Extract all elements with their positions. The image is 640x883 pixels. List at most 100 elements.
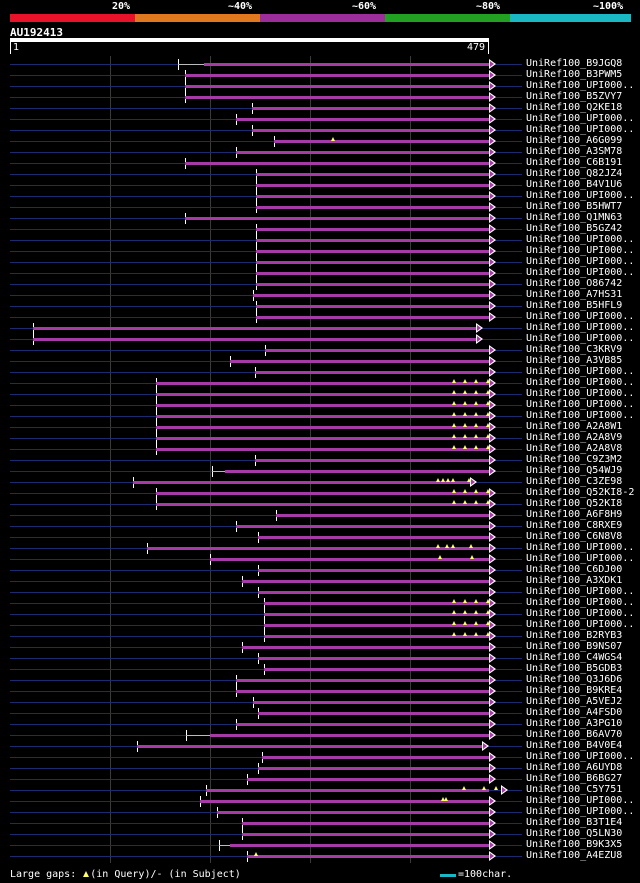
hit-alignment-bar[interactable]	[33, 338, 476, 341]
hit-name-link[interactable]: UniRef100_B9NS07	[526, 641, 623, 652]
hit-alignment-bar[interactable]	[252, 107, 489, 110]
hit-row[interactable]: UniRef100_Q2KE18	[0, 102, 640, 114]
hit-name-link[interactable]: UniRef100_Q52KI8-2	[526, 487, 635, 498]
hit-alignment-bar[interactable]	[156, 492, 489, 495]
hit-alignment-bar[interactable]	[258, 767, 489, 770]
hit-alignment-bar[interactable]	[236, 118, 489, 121]
hit-row[interactable]: UniRef100_A6F8H9	[0, 509, 640, 521]
hit-name-link[interactable]: UniRef100_B5HFL9	[526, 300, 623, 311]
hit-name-link[interactable]: UniRef100_Q3J6D6	[526, 674, 623, 685]
hit-name-link[interactable]: UniRef100_A4EZU8	[526, 850, 623, 861]
hit-alignment-bar[interactable]	[256, 195, 489, 198]
hit-alignment-bar[interactable]	[236, 151, 489, 154]
hit-name-link[interactable]: UniRef100_UPI000..	[526, 311, 635, 322]
hit-name-link[interactable]: UniRef100_A2A8V8	[526, 443, 623, 454]
hit-row[interactable]: UniRef100_C3ZE98	[0, 476, 640, 488]
hit-name-link[interactable]: UniRef100_A3PG10	[526, 718, 623, 729]
hit-alignment-bar[interactable]	[255, 371, 489, 374]
hit-name-link[interactable]: UniRef100_C3KRV9	[526, 344, 623, 355]
hit-alignment-bar[interactable]	[256, 261, 489, 264]
hit-row[interactable]: UniRef100_O86742	[0, 278, 640, 290]
hit-alignment-bar[interactable]	[242, 822, 489, 825]
hit-alignment-bar[interactable]	[264, 624, 489, 627]
hit-alignment-bar[interactable]	[236, 679, 489, 682]
hit-row[interactable]: UniRef100_A3VB85	[0, 355, 640, 367]
hit-alignment-bar[interactable]	[253, 294, 489, 297]
hit-name-link[interactable]: UniRef100_B9JGQ8	[526, 58, 623, 69]
hit-row[interactable]: UniRef100_UPI000..	[0, 410, 640, 422]
hit-row[interactable]: UniRef100_C6N8V8	[0, 531, 640, 543]
hit-name-link[interactable]: UniRef100_A2A8W1	[526, 421, 623, 432]
hit-name-link[interactable]: UniRef100_B9KRE4	[526, 685, 623, 696]
hit-name-link[interactable]: UniRef100_A3VB85	[526, 355, 623, 366]
hit-alignment-bar[interactable]	[210, 558, 489, 561]
hit-name-link[interactable]: UniRef100_B3T1E4	[526, 817, 623, 828]
hit-row[interactable]: UniRef100_B4V0E4	[0, 740, 640, 752]
hit-name-link[interactable]: UniRef100_UPI000..	[526, 245, 635, 256]
hit-row[interactable]: UniRef100_B2RYB3	[0, 630, 640, 642]
hit-name-link[interactable]: UniRef100_UPI000..	[526, 619, 635, 630]
hit-alignment-bar[interactable]	[256, 173, 489, 176]
hit-name-link[interactable]: UniRef100_UPI000..	[526, 366, 635, 377]
hit-row[interactable]: UniRef100_UPI000..	[0, 333, 640, 345]
hit-alignment-bar[interactable]	[264, 635, 489, 638]
hit-row[interactable]: UniRef100_B3PWM5	[0, 69, 640, 81]
hit-name-link[interactable]: UniRef100_A4FSD0	[526, 707, 623, 718]
hit-name-link[interactable]: UniRef100_UPI000..	[526, 377, 635, 388]
hit-row[interactable]: UniRef100_A5VEJ2	[0, 696, 640, 708]
hit-alignment-bar[interactable]	[156, 404, 489, 407]
hit-alignment-bar[interactable]	[264, 602, 489, 605]
hit-name-link[interactable]: UniRef100_Q1MN63	[526, 212, 623, 223]
hit-alignment-bar[interactable]	[156, 426, 489, 429]
hit-row[interactable]: UniRef100_A2A8V8	[0, 443, 640, 455]
hit-alignment-bar[interactable]	[256, 250, 489, 253]
hit-alignment-bar[interactable]	[256, 283, 489, 286]
hit-row[interactable]: UniRef100_A3XDK1	[0, 575, 640, 587]
hit-row[interactable]: UniRef100_UPI000..	[0, 795, 640, 807]
hit-alignment-bar[interactable]	[258, 569, 489, 572]
hit-row[interactable]: UniRef100_B9NS07	[0, 641, 640, 653]
hit-alignment-bar[interactable]	[230, 844, 489, 847]
hit-row[interactable]: UniRef100_UPI000..	[0, 245, 640, 257]
hit-alignment-bar[interactable]	[137, 745, 482, 748]
hit-alignment-bar[interactable]	[210, 734, 489, 737]
hit-alignment-bar[interactable]	[253, 701, 489, 704]
hit-row[interactable]: UniRef100_B5GZ42	[0, 223, 640, 235]
hit-alignment-bar[interactable]	[185, 74, 489, 77]
hit-name-link[interactable]: UniRef100_C4WGS4	[526, 652, 623, 663]
hit-row[interactable]: UniRef100_C4WGS4	[0, 652, 640, 664]
hit-row[interactable]: UniRef100_UPI000..	[0, 542, 640, 554]
hit-name-link[interactable]: UniRef100_B4V0E4	[526, 740, 623, 751]
hit-row[interactable]: UniRef100_B9KRE4	[0, 685, 640, 697]
hit-name-link[interactable]: UniRef100_A3XDK1	[526, 575, 623, 586]
hit-alignment-bar[interactable]	[256, 228, 489, 231]
hit-name-link[interactable]: UniRef100_UPI000..	[526, 608, 635, 619]
hit-row[interactable]: UniRef100_UPI000..	[0, 234, 640, 246]
hit-row[interactable]: UniRef100_C6B191	[0, 157, 640, 169]
hit-alignment-bar[interactable]	[206, 789, 489, 792]
hit-row[interactable]: UniRef100_A7HS31	[0, 289, 640, 301]
hit-name-link[interactable]: UniRef100_C9Z3M2	[526, 454, 623, 465]
hit-row[interactable]: UniRef100_B3T1E4	[0, 817, 640, 829]
hit-row[interactable]: UniRef100_A6G099	[0, 135, 640, 147]
hit-alignment-bar[interactable]	[256, 184, 489, 187]
hit-alignment-bar[interactable]	[185, 96, 489, 99]
hit-alignment-bar[interactable]	[265, 349, 489, 352]
hit-row[interactable]: UniRef100_UPI000..	[0, 113, 640, 125]
hit-alignment-bar[interactable]	[258, 536, 489, 539]
hit-name-link[interactable]: UniRef100_B4V1U6	[526, 179, 623, 190]
hit-row[interactable]: UniRef100_Q5LN30	[0, 828, 640, 840]
hit-alignment-bar[interactable]	[262, 756, 489, 759]
hit-row[interactable]: UniRef100_UPI000..	[0, 267, 640, 279]
hit-alignment-bar[interactable]	[264, 613, 489, 616]
hit-row[interactable]: UniRef100_Q52KI8	[0, 498, 640, 510]
hit-row[interactable]: UniRef100_C8RXE9	[0, 520, 640, 532]
hit-row[interactable]: UniRef100_B4V1U6	[0, 179, 640, 191]
hit-alignment-bar[interactable]	[258, 657, 489, 660]
hit-row[interactable]: UniRef100_Q82JZ4	[0, 168, 640, 180]
hit-row[interactable]: UniRef100_C5Y751	[0, 784, 640, 796]
hit-alignment-bar[interactable]	[258, 712, 489, 715]
hit-name-link[interactable]: UniRef100_UPI000..	[526, 597, 635, 608]
hit-row[interactable]: UniRef100_A2A8V9	[0, 432, 640, 444]
hit-row[interactable]: UniRef100_UPI000..	[0, 586, 640, 598]
